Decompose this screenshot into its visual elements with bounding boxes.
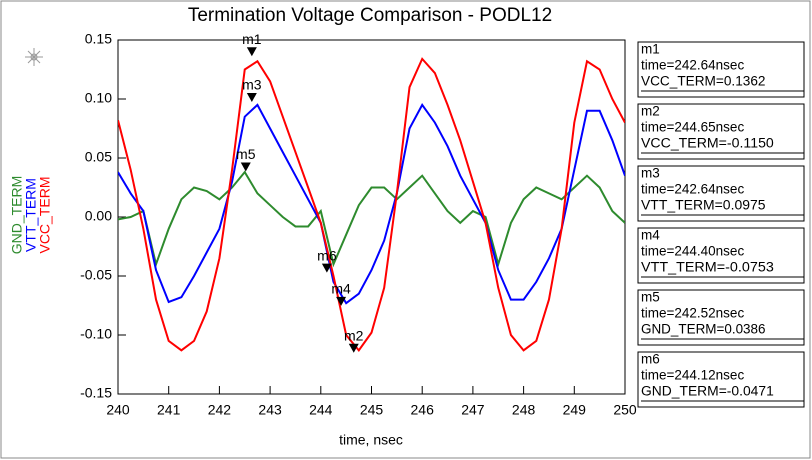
x-tick-label: 245 xyxy=(360,402,384,418)
legend-entry: VTT_TERM xyxy=(23,178,39,252)
marker-box-frame xyxy=(637,227,805,284)
marker-box-name: m3 xyxy=(641,166,660,181)
plot-frame xyxy=(117,39,626,395)
x-tick-label: 247 xyxy=(461,402,485,418)
marker-box-value: GND_TERM=-0.0471 xyxy=(641,384,774,399)
marker-box-frame xyxy=(637,351,805,408)
marker-box-value: VTT_TERM=-0.0753 xyxy=(641,260,774,275)
marker-label: m3 xyxy=(242,77,262,93)
marker-label: m2 xyxy=(344,327,364,343)
marker xyxy=(240,162,251,172)
marker-box-value: VCC_TERM=0.1362 xyxy=(641,74,766,89)
marker-box-frame xyxy=(637,103,805,160)
marker xyxy=(348,343,359,353)
y-tick-label: 0.10 xyxy=(85,90,112,106)
x-axis-label: time, nsec xyxy=(339,432,403,448)
y-tick-label: 0.00 xyxy=(85,208,112,224)
marker-box-frame xyxy=(637,41,805,98)
y-tick-label: -0.10 xyxy=(80,326,112,342)
legend-entry: GND_TERM xyxy=(9,176,25,255)
marker-box-time: time=242.64nsec xyxy=(641,58,744,73)
marker-box-name: m2 xyxy=(641,104,660,119)
marker-label: m4 xyxy=(331,281,351,297)
legend-entry: VCC_TERM xyxy=(37,176,53,253)
series-line xyxy=(118,103,625,305)
marker-label: m5 xyxy=(236,146,256,162)
marker xyxy=(246,47,257,57)
marker-box-frame xyxy=(637,289,805,346)
marker-box-time: time=244.12nsec xyxy=(641,368,744,383)
marker-box-name: m1 xyxy=(641,42,660,57)
marker-box-time: time=242.64nsec xyxy=(641,182,744,197)
marker-box-value: VCC_TERM=-0.1150 xyxy=(641,136,774,151)
marker xyxy=(246,92,257,102)
marker xyxy=(321,263,332,273)
marker xyxy=(336,296,347,306)
x-tick-label: 246 xyxy=(411,402,435,418)
x-tick-label: 249 xyxy=(563,402,587,418)
marker-box-time: time=244.65nsec xyxy=(641,120,744,135)
x-tick-label: 241 xyxy=(157,402,181,418)
marker-box-name: m5 xyxy=(641,290,660,305)
marker-label: m1 xyxy=(242,31,262,47)
y-tick-label: -0.05 xyxy=(80,267,112,283)
marker-box-time: time=242.52nsec xyxy=(641,306,744,321)
marker-label: m6 xyxy=(317,247,337,263)
x-tick-label: 244 xyxy=(309,402,333,418)
sun-icon xyxy=(25,48,43,66)
y-tick-label: -0.15 xyxy=(80,385,112,401)
chart-title: Termination Voltage Comparison - PODL12 xyxy=(188,5,552,26)
series-line xyxy=(118,170,625,268)
x-tick-label: 248 xyxy=(512,402,536,418)
marker-box-value: VTT_TERM=0.0975 xyxy=(641,198,766,213)
marker-box-time: time=244.40nsec xyxy=(641,244,744,259)
x-tick-label: 243 xyxy=(258,402,282,418)
marker-box-frame xyxy=(637,165,805,222)
x-tick-label: 242 xyxy=(208,402,232,418)
series-line xyxy=(118,57,625,352)
y-tick-label: 0.05 xyxy=(85,149,112,165)
marker-box-value: GND_TERM=0.0386 xyxy=(641,322,766,337)
x-tick-label: 250 xyxy=(613,402,637,418)
x-tick-label: 240 xyxy=(106,402,130,418)
marker-box-name: m6 xyxy=(641,352,660,367)
marker-box-name: m4 xyxy=(641,228,660,243)
y-tick-label: 0.15 xyxy=(85,31,112,47)
